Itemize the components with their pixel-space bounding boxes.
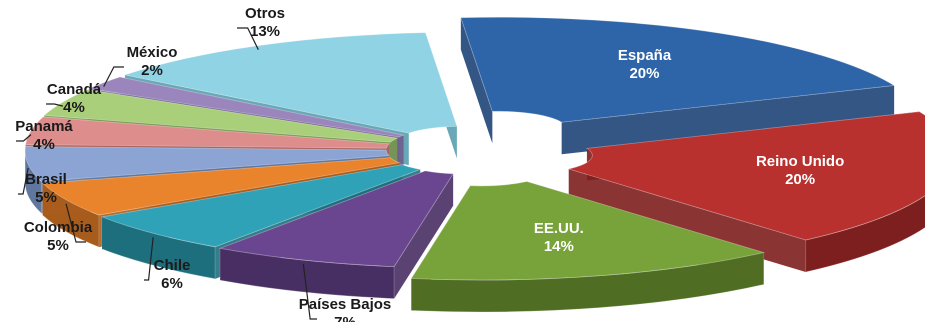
leader-line-canada (46, 103, 63, 107)
slice-ee-uu (410, 181, 766, 281)
slice-label-mexico: México 2% (127, 44, 178, 79)
slice-chile (100, 164, 422, 248)
slice-name-ee-uu: EE.UU. (534, 220, 584, 237)
leader-lines (16, 27, 317, 320)
slice-labels: España 20%Reino Unido 20%EE.UU. 14%Países B… (15, 5, 844, 322)
slice-label-paises-bajos: Países Bajos7% (299, 296, 392, 322)
slice-value-reino-unido: 20% (785, 171, 815, 188)
slice-name-mexico: México (127, 44, 178, 61)
slice-colombia (41, 157, 401, 216)
slice-value-mexico: 2% (141, 62, 163, 79)
slice-brasil (24, 146, 390, 182)
slice-name-chile: Chile (154, 257, 191, 274)
slice-label-ee-uu: EE.UU. 14% (534, 220, 584, 255)
slice-otros (123, 32, 458, 134)
slice-label-panama: Panamá 4% (15, 118, 73, 153)
slice-name-panama: Panamá (15, 118, 73, 135)
slice-value-otros: 13% (250, 23, 280, 40)
leader-line-panama (16, 134, 32, 142)
slice-canada (43, 89, 399, 143)
slice-value-chile: 6% (161, 275, 183, 292)
slice-panama (25, 116, 391, 149)
leader-line-otros (237, 27, 259, 50)
slice-wall-espana-0 (460, 17, 493, 144)
slice-value-canada: 4% (63, 99, 85, 116)
slice-wall-espana-1 (561, 85, 895, 155)
slice-paises-bajos (218, 170, 454, 268)
leader-line-chile (144, 237, 154, 281)
slice-name-brasil: Brasil (25, 171, 67, 188)
slice-name-paises-bajos: Países Bajos (299, 296, 392, 313)
slice-top-layer (24, 16, 925, 281)
slice-mexico (87, 76, 406, 138)
slice-name-colombia: Colombia (24, 219, 93, 236)
slice-espana (460, 16, 896, 123)
slice-name-espana: España (618, 47, 672, 64)
slice-value-ee-uu: 14% (544, 238, 574, 255)
leader-line-brasil (18, 167, 29, 195)
slice-value-brasil: 5% (35, 189, 57, 206)
leader-line-paises-bajos (302, 263, 317, 320)
slice-name-otros: Otros (245, 5, 285, 22)
slice-label-canada: Canadá 4% (47, 81, 102, 116)
slice-value-paises-bajos: 7% (334, 314, 356, 322)
slice-label-colombia: Colombia 5% (24, 219, 93, 254)
slice-value-colombia: 5% (47, 237, 69, 254)
slice-label-otros: Otros 13% (245, 5, 285, 40)
slice-label-espana: España 20% (618, 47, 672, 82)
slice-wall-reino-unido-1 (568, 168, 806, 272)
slice-label-brasil: Brasil 5% (25, 171, 67, 206)
slice-wall-paises-bajos-0 (394, 173, 454, 299)
slice-label-chile: Chile 6% (154, 257, 191, 292)
slice-value-panama: 4% (33, 136, 55, 153)
slice-name-reino-unido: Reino Unido (756, 153, 844, 170)
leader-line-colombia (65, 203, 86, 243)
slice-reino-unido (567, 111, 925, 241)
slice-value-espana: 20% (629, 65, 659, 82)
leader-line-mexico (103, 66, 124, 87)
slice-name-canada: Canadá (47, 81, 102, 98)
slice-side-reino-unido (805, 195, 925, 273)
slice-label-reino-unido: Reino Unido 20% (756, 153, 844, 188)
